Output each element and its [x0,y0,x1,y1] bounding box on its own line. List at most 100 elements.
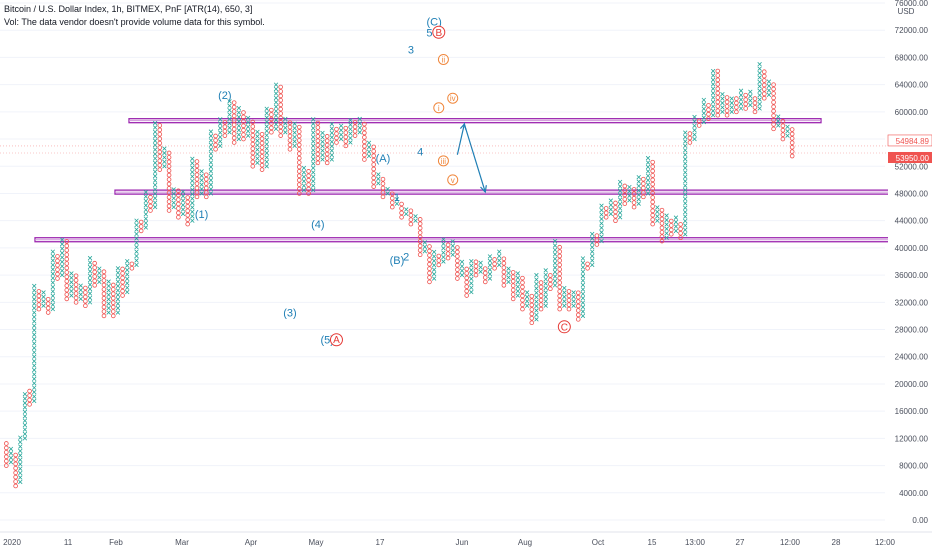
x-box [710,82,716,87]
o-box [231,109,237,114]
x-box [134,222,139,228]
x-box [115,288,121,293]
pnf-column [283,116,288,135]
wave-label[interactable]: (2) [218,90,231,102]
x-box [599,212,604,217]
o-box [715,81,721,87]
wave-label[interactable]: (B) [390,255,405,267]
x-box [645,182,651,187]
x-box [32,381,37,386]
wave-circle [432,25,446,39]
o-box [324,138,330,144]
x-box [329,135,335,140]
o-box [650,186,655,192]
pnf-column [245,115,251,138]
x-box [32,350,37,355]
x-box [311,187,316,193]
x-box [469,267,474,273]
o-box [417,217,423,222]
pnf-column [757,62,762,111]
wave-label[interactable]: 3 [408,44,414,56]
x-box [273,100,279,105]
wave-label[interactable]: i [433,102,445,114]
x-box [199,186,204,192]
x-box [97,279,102,285]
o-box [13,470,18,476]
o-box [166,168,172,173]
o-box [389,200,395,205]
wave-label[interactable]: (C) [426,16,441,28]
o-box [715,104,721,109]
o-box [250,146,256,151]
o-box [278,111,283,116]
price-tick-label: 52000.00 [895,162,929,171]
wave-label[interactable]: 5 [426,27,432,39]
o-box [83,298,88,304]
o-box [734,96,739,101]
pnf-column [185,195,190,227]
wave-label[interactable]: (1) [195,209,208,221]
wave-label[interactable]: (3) [283,308,296,320]
o-box [371,157,376,163]
wave-label[interactable]: (4) [311,219,324,231]
o-box [259,162,265,168]
x-box [87,282,93,287]
wave-label[interactable]: 2 [403,252,409,264]
o-box [55,271,60,277]
wave-label[interactable]: iii [437,155,449,167]
o-box [380,181,386,186]
o-box [557,262,562,268]
o-box [64,243,70,249]
x-box [264,111,269,116]
price-tick-label: 44000.00 [895,217,929,226]
pnf-column [701,97,707,125]
wave-label[interactable]: iv [447,92,459,104]
x-box [422,240,428,245]
x-box [515,284,521,289]
o-box [222,120,228,125]
wave-circle [329,333,343,347]
o-box [315,129,321,135]
x-box [599,216,604,222]
o-box [296,186,302,192]
x-box [264,164,269,169]
pnf-column [176,188,181,220]
x-box [245,115,251,121]
wave-label[interactable]: A [329,333,343,347]
o-box [752,105,758,110]
pnf-column [761,69,767,101]
wave-label[interactable]: 1 [394,192,400,204]
x-box [692,114,697,120]
x-box [264,141,269,147]
wave-label[interactable]: 4 [417,146,423,158]
x-box [218,139,223,144]
wave-label[interactable]: B [432,25,446,39]
x-box [190,178,195,184]
pnf-column [780,119,786,142]
o-box [27,393,32,398]
o-box [510,270,516,275]
wave-label[interactable]: C [557,320,571,334]
x-box [180,194,186,199]
x-box [227,112,232,117]
x-box [320,152,325,158]
pnf-column [683,130,688,237]
o-box [566,289,572,294]
o-box [408,212,414,218]
o-box [510,278,516,284]
o-box [575,303,581,309]
projection-line[interactable] [456,121,486,193]
x-box [50,258,56,263]
pnf-column [575,290,581,322]
wave-label[interactable]: v [447,174,459,186]
o-box [296,129,302,134]
wave-label[interactable]: (A) [376,153,391,165]
o-box [641,185,646,191]
x-box [599,230,604,235]
x-box [422,249,428,254]
o-box [603,206,609,211]
x-box [357,121,362,126]
wave-label[interactable]: ii [437,53,449,65]
x-box [125,267,130,273]
